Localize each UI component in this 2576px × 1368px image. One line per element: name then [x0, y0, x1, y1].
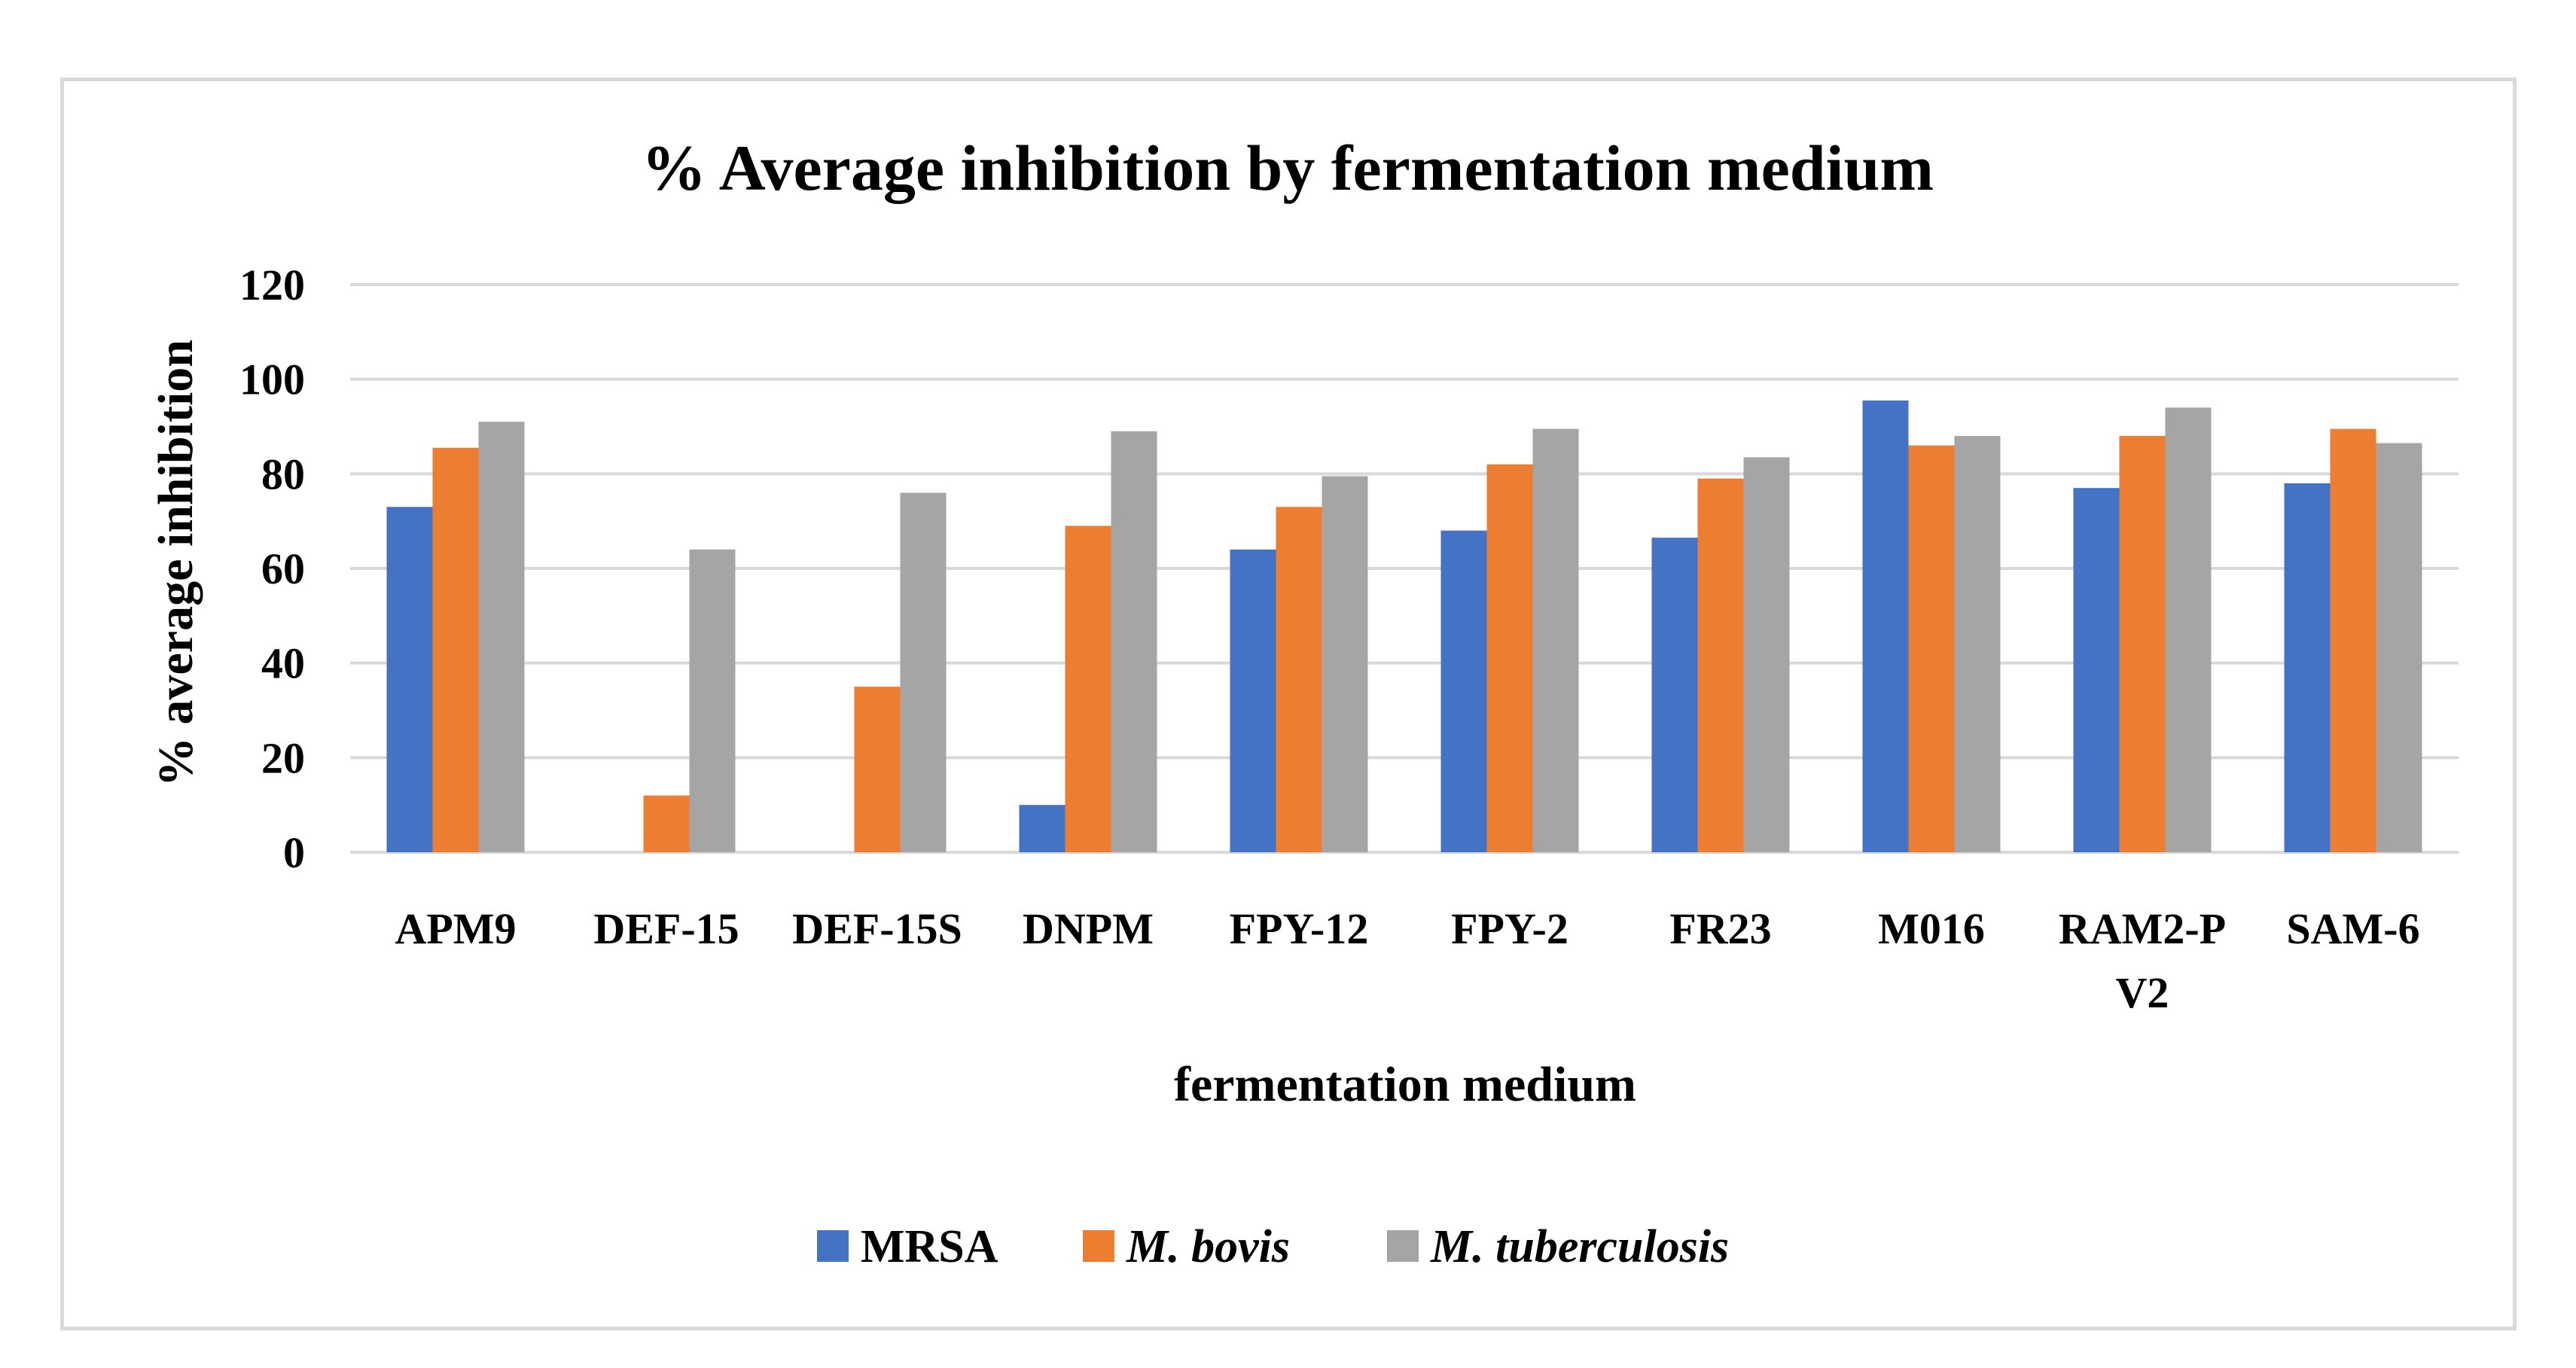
- bar-FR23-mrsa: [1651, 538, 1698, 852]
- y-tick-label: 60: [261, 544, 305, 593]
- x-axis-categories: APM9 DEF-15 DEF-15S DNPM FPY-12 FPY-2 FR23 M016…: [395, 904, 2419, 1017]
- legend: MRSA M. bovis M. tuberculosis: [817, 1221, 1729, 1272]
- bar-FPY-2-mrsa: [1440, 530, 1487, 852]
- legend-swatch: [1083, 1230, 1114, 1262]
- bar-FPY-12-m-bovis: [1276, 507, 1322, 852]
- x-tick-label: APM9: [395, 904, 516, 953]
- x-tick-label: V2: [2116, 968, 2169, 1017]
- bar-DNPM-mrsa: [1019, 805, 1065, 852]
- bar-DNPM-m-bovis: [1065, 526, 1111, 852]
- bar-RAM2-PV2-m-tuberculosis: [2165, 407, 2212, 852]
- x-tick-label: DNPM: [1023, 904, 1154, 953]
- bar-SAM-6-m-tuberculosis: [2376, 443, 2422, 852]
- bar-DEF-15S-m-tuberculosis: [900, 492, 947, 852]
- bar-FPY-12-mrsa: [1230, 549, 1276, 852]
- x-tick-label: RAM2-P: [2059, 904, 2226, 953]
- y-tick-label: 120: [239, 260, 305, 309]
- y-tick-label: 100: [239, 355, 305, 404]
- x-tick-label: SAM-6: [2286, 904, 2419, 953]
- bar-FR23-m-tuberculosis: [1743, 457, 1790, 852]
- x-tick-label: FPY-2: [1451, 904, 1568, 953]
- legend-swatch: [1387, 1230, 1419, 1262]
- bar-SAM-6-mrsa: [2284, 483, 2331, 852]
- legend-label: MRSA: [861, 1221, 998, 1272]
- chart-title: % Average inhibition by fermentation med…: [642, 132, 1934, 204]
- bar-SAM-6-m-bovis: [2330, 428, 2376, 852]
- x-axis-title: fermentation medium: [1174, 1057, 1636, 1112]
- bar-M016-m-bovis: [1908, 445, 1955, 852]
- x-tick-label: DEF-15S: [792, 904, 962, 953]
- bar-APM9-m-tuberculosis: [478, 422, 525, 852]
- bar-FR23-m-bovis: [1697, 478, 1744, 852]
- bar-M016-m-tuberculosis: [1954, 436, 2001, 852]
- y-tick-label: 20: [261, 733, 305, 782]
- bar-FPY-2-m-bovis: [1486, 464, 1533, 852]
- bar-APM9-mrsa: [386, 507, 433, 852]
- bar-DNPM-m-tuberculosis: [1111, 431, 1157, 852]
- bar-DEF-15-m-tuberculosis: [689, 549, 736, 852]
- legend-label: M. bovis: [1126, 1221, 1290, 1272]
- bar-RAM2-PV2-m-bovis: [2119, 436, 2166, 852]
- bar-RAM2-PV2-mrsa: [2073, 488, 2120, 852]
- y-tick-label: 40: [261, 639, 305, 688]
- bar-DEF-15-m-bovis: [643, 795, 690, 852]
- bar-M016-mrsa: [1862, 400, 1909, 852]
- y-axis-ticks: 0 20 40 60 80 100 120: [239, 260, 305, 877]
- x-tick-label: DEF-15: [593, 904, 739, 953]
- bar-APM9-m-bovis: [432, 447, 479, 852]
- x-tick-label: M016: [1878, 904, 1985, 953]
- y-tick-label: 80: [261, 449, 305, 498]
- bar-FPY-2-m-tuberculosis: [1532, 428, 1579, 852]
- y-tick-label: 0: [283, 828, 305, 877]
- x-tick-label: FR23: [1669, 904, 1771, 953]
- legend-label: M. tuberculosis: [1430, 1221, 1729, 1272]
- bar-DEF-15S-m-bovis: [854, 687, 901, 852]
- bar-FPY-12-m-tuberculosis: [1322, 476, 1368, 852]
- x-tick-label: FPY-12: [1230, 904, 1369, 953]
- y-axis-title: % average inhibition: [148, 340, 203, 787]
- bars: [386, 400, 2422, 852]
- legend-swatch: [817, 1230, 849, 1262]
